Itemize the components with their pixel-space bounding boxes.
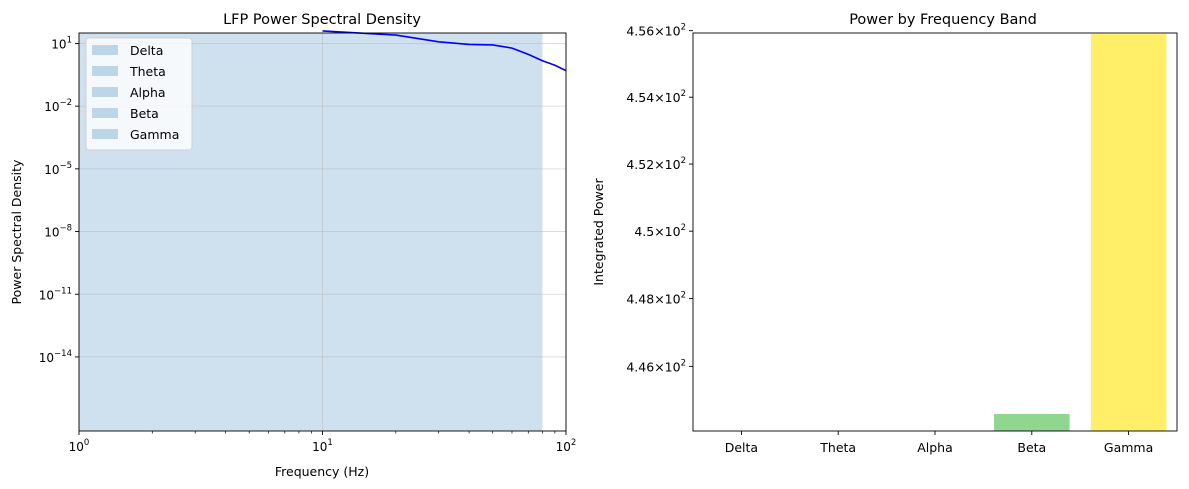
bar-beta	[994, 413, 1070, 431]
band-power-y-axis-label: Integrated Power	[591, 178, 606, 286]
psd-series-line	[322, 30, 567, 72]
legend-swatch-beta	[92, 108, 118, 118]
x-tick-label-delta: Delta	[725, 440, 758, 455]
psd-x-axis-label: Frequency (Hz)	[275, 464, 369, 479]
y-tick-label: 10−14	[39, 349, 72, 365]
band-power-axes-frame	[692, 32, 1178, 432]
y-tick-label: 4.48×102	[626, 291, 686, 307]
legend-label-alpha: Alpha	[130, 85, 166, 100]
y-tick-label: 10−8	[44, 224, 72, 240]
y-tick-label: 4.54×102	[626, 89, 686, 105]
psd-chart: LFP Power Spectral Density Frequency (Hz…	[9, 12, 576, 479]
legend-swatch-delta	[92, 45, 118, 55]
legend-swatch-theta	[92, 66, 118, 76]
x-tick-label: 101	[312, 438, 333, 454]
y-tick-label: 101	[51, 35, 72, 51]
x-tick-label-theta: Theta	[819, 440, 856, 455]
bar-gamma	[1090, 33, 1167, 431]
x-tick-label-alpha: Alpha	[917, 440, 953, 455]
legend-label-delta: Delta	[130, 43, 163, 58]
legend-label-theta: Theta	[129, 64, 166, 79]
y-tick-label: 4.46×102	[626, 358, 686, 374]
y-tick-label: 10−2	[44, 98, 72, 114]
y-tick-label: 4.5×102	[634, 223, 686, 239]
psd-chart-title: LFP Power Spectral Density	[223, 12, 421, 28]
legend-swatch-alpha	[92, 87, 118, 97]
x-tick-label-beta: Beta	[1017, 440, 1046, 455]
y-tick-label: 10−5	[44, 161, 72, 177]
x-tick-label: 102	[556, 438, 577, 454]
x-tick-label-gamma: Gamma	[1104, 440, 1153, 455]
legend-swatch-gamma	[92, 129, 118, 139]
psd-y-axis-label: Power Spectral Density	[9, 159, 24, 304]
legend-label-gamma: Gamma	[130, 127, 179, 142]
x-tick-label: 100	[69, 438, 90, 454]
y-tick-label: 4.52×102	[626, 156, 686, 172]
y-tick-label: 10−11	[39, 286, 72, 302]
y-tick-label: 4.56×102	[626, 23, 686, 39]
band-power-chart: Power by Frequency Band Integrated Power…	[591, 12, 1178, 455]
legend-label-beta: Beta	[130, 106, 159, 121]
band-power-chart-title: Power by Frequency Band	[849, 12, 1037, 28]
